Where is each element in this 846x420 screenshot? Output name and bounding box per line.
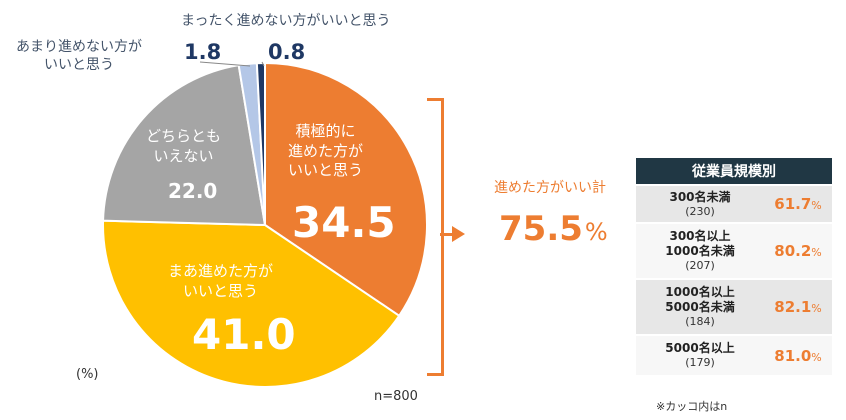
slice-label-1-line-1: 積極的に <box>295 122 356 140</box>
segment-count: (207) <box>685 259 715 273</box>
segment-value: 81.0% <box>764 334 832 375</box>
segment-table: 従業員規模別 300名未満 (230) 61.7% 300名以上 1000名未満… <box>636 158 832 375</box>
total-value: 75.5% <box>499 209 608 249</box>
slice-label-1: 積極的に 進めた方が いいと思う <box>288 122 363 181</box>
sample-size-label: n=800 <box>374 389 418 404</box>
table-row: 300名未満 (230) 61.7% <box>636 184 832 223</box>
segment-label: 5000名以上 (179) <box>636 334 764 375</box>
segment-value-unit: % <box>811 302 822 315</box>
segment-label-line: 300名以上 <box>669 229 731 244</box>
segment-value-unit: % <box>811 246 822 259</box>
table-row: 300名以上 1000名未満 (207) 80.2% <box>636 222 832 279</box>
slice-value-3: 22.0 <box>168 179 218 203</box>
segment-value: 80.2% <box>764 222 832 279</box>
slice-value-1: 34.5 <box>292 198 396 247</box>
slice-label-3: どちらとも いえない <box>146 127 221 166</box>
segment-value-number: 80.2 <box>774 242 812 260</box>
slice-label-4: あまり進めない方が いいと思う <box>16 38 142 74</box>
segment-label-line: 1000名以上 <box>665 285 735 300</box>
segment-value: 61.7% <box>764 184 832 223</box>
segment-value-unit: % <box>811 199 822 212</box>
slice-label-3-line-2: いえない <box>153 146 214 165</box>
segment-label-line: 300名未満 <box>669 189 731 204</box>
segment-value-number: 82.1 <box>774 298 812 316</box>
unit-label: (%) <box>76 367 99 382</box>
slice-label-3-line-1: どちらとも <box>146 127 222 145</box>
segment-count: (184) <box>685 315 715 329</box>
segment-label: 1000名以上 5000名未満 (184) <box>636 278 764 335</box>
total-value-unit: % <box>584 218 608 246</box>
segment-value: 82.1% <box>764 278 832 335</box>
pie-slice-3 <box>102 64 267 227</box>
pie-slice-1 <box>264 61 428 318</box>
table-row: 5000名以上 (179) 81.0% <box>636 334 832 375</box>
slice-label-4-line-1: あまり進めない方が <box>16 39 142 55</box>
segment-value-unit: % <box>811 350 822 364</box>
slice-value-4: 1.8 <box>184 40 222 64</box>
segment-label: 300名未満 (230) <box>636 184 764 223</box>
segment-value-number: 81.0 <box>774 346 812 365</box>
total-label: 進めた方がいい計 <box>494 180 606 196</box>
slice-label-1-line-2: 進めた方が <box>288 141 364 160</box>
total-bracket <box>427 98 444 376</box>
table-row: 1000名以上 5000名未満 (184) 82.1% <box>636 278 832 335</box>
segment-count: (179) <box>685 356 715 370</box>
pie-slice-5 <box>255 61 266 226</box>
segment-label-line: 1000名未満 <box>665 244 735 259</box>
slice-label-5: まったく進めない方がいいと思う <box>181 13 391 29</box>
segment-table-note: ※カッコ内はn <box>656 400 728 413</box>
segment-label: 300名以上 1000名未満 (207) <box>636 222 764 279</box>
slice-value-5: 0.8 <box>268 40 306 64</box>
slice-label-2-line-2: いいと思う <box>183 281 259 300</box>
leader-line-2 <box>261 61 265 67</box>
segment-label-line: 5000名以上 <box>665 341 735 356</box>
slice-value-2: 41.0 <box>192 310 296 359</box>
slice-label-1-line-3: いいと思う <box>288 161 364 179</box>
segment-count: (230) <box>685 204 715 218</box>
total-arrow <box>452 226 465 242</box>
segment-table-header: 従業員規模別 <box>636 158 832 185</box>
total-value-number: 75.5 <box>499 209 583 249</box>
segment-label-line: 5000名未満 <box>665 300 735 315</box>
leader-line-1 <box>199 61 251 67</box>
slice-label-2-line-1: まあ進めた方が <box>168 262 274 280</box>
pie-slice-2 <box>102 219 401 388</box>
segment-value-number: 61.7 <box>774 195 812 213</box>
slice-label-4-line-2: いいと思う <box>44 57 114 74</box>
total-bracket-tick <box>440 233 452 236</box>
slice-label-2: まあ進めた方が いいと思う <box>168 262 273 301</box>
